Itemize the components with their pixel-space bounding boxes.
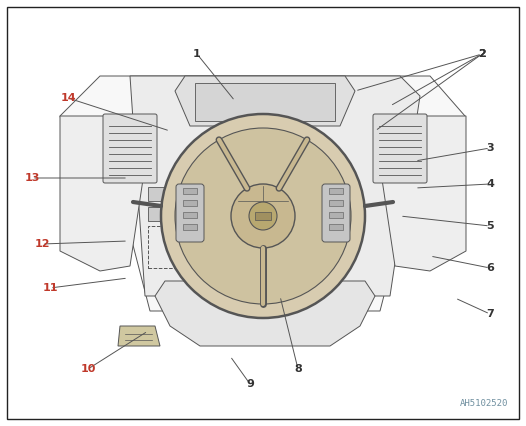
Bar [255, 212, 271, 220]
Polygon shape [118, 326, 160, 346]
Bar [183, 188, 197, 194]
Bar [195, 83, 335, 121]
Circle shape [249, 202, 277, 230]
FancyBboxPatch shape [373, 114, 427, 183]
Text: 8: 8 [294, 364, 302, 374]
Polygon shape [155, 281, 375, 346]
Text: 13: 13 [24, 173, 39, 183]
Bar [148, 226, 200, 268]
Polygon shape [60, 116, 145, 271]
Bar [148, 207, 168, 221]
Text: 5: 5 [486, 221, 494, 231]
Bar [195, 226, 335, 256]
Text: 2: 2 [478, 49, 486, 59]
FancyBboxPatch shape [322, 184, 350, 242]
Text: 6: 6 [486, 263, 494, 273]
Bar [329, 188, 343, 194]
Text: AH5102520: AH5102520 [460, 399, 508, 408]
Text: 7: 7 [486, 309, 494, 319]
Text: 14: 14 [60, 93, 76, 103]
Text: 3: 3 [486, 143, 494, 153]
FancyBboxPatch shape [103, 114, 157, 183]
Polygon shape [175, 76, 355, 126]
Circle shape [231, 184, 295, 248]
Bar [183, 212, 197, 218]
Text: 11: 11 [42, 283, 58, 293]
Bar [329, 224, 343, 230]
Polygon shape [60, 76, 465, 311]
Text: 4: 4 [486, 179, 494, 189]
Polygon shape [380, 116, 466, 271]
Text: 2: 2 [478, 49, 486, 59]
Bar [329, 212, 343, 218]
Circle shape [161, 114, 365, 318]
Bar [148, 187, 168, 201]
Bar [183, 200, 197, 206]
Bar [183, 224, 197, 230]
Polygon shape [130, 76, 420, 296]
FancyBboxPatch shape [176, 184, 204, 242]
Text: 12: 12 [34, 239, 50, 249]
Bar [329, 200, 343, 206]
Circle shape [175, 128, 351, 304]
Text: 10: 10 [80, 364, 96, 374]
Text: 9: 9 [246, 379, 254, 389]
Text: 1: 1 [193, 49, 201, 59]
